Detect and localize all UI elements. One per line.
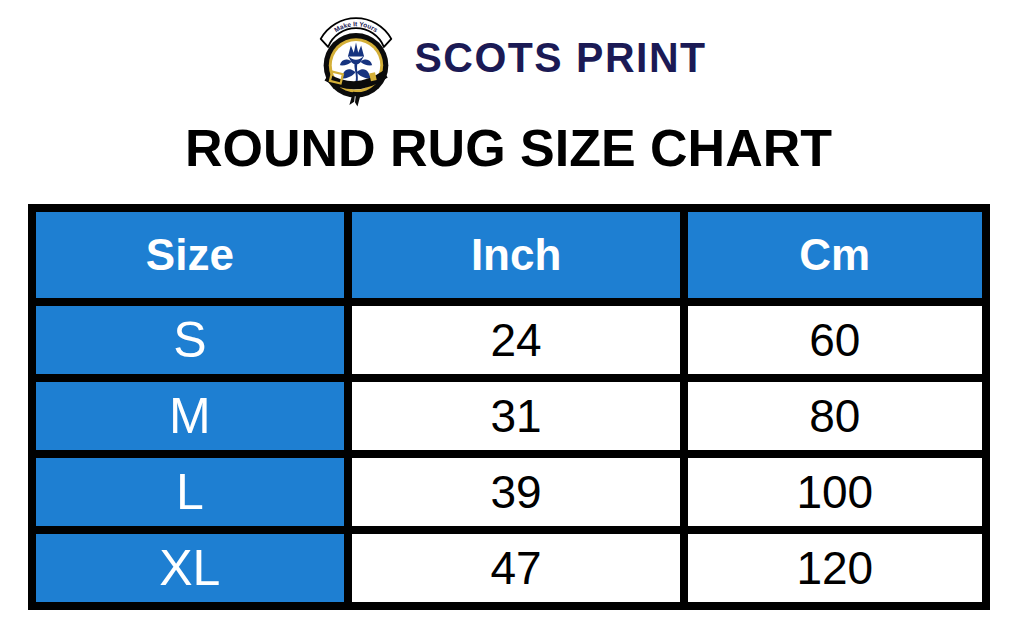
page: Make It Yours SCOTS PRINT ROUND RUG SIZE… (0, 0, 1017, 640)
size-label-xl: XL (32, 530, 349, 606)
inch-value-s: 24 (348, 302, 684, 378)
inch-value-l: 39 (348, 454, 684, 530)
clan-crest-logo-icon: Make It Yours (310, 8, 402, 108)
table-row-s: S 24 60 (32, 302, 986, 378)
column-header-cm: Cm (684, 208, 985, 302)
brand-header: Make It Yours SCOTS PRINT (0, 0, 1017, 108)
brand-name: SCOTS PRINT (414, 34, 706, 82)
cm-value-xl: 120 (684, 530, 985, 606)
cm-value-l: 100 (684, 454, 985, 530)
inch-value-xl: 47 (348, 530, 684, 606)
page-title: ROUND RUG SIZE CHART (0, 118, 1017, 178)
size-label-l: L (32, 454, 349, 530)
table-row-m: M 31 80 (32, 378, 986, 454)
cm-value-s: 60 (684, 302, 985, 378)
header-row: Size Inch Cm (32, 208, 986, 302)
size-chart-table: Size Inch Cm S 24 60 M 31 80 L 39 100 (28, 204, 990, 610)
size-label-m: M (32, 378, 349, 454)
size-label-s: S (32, 302, 349, 378)
table-row-xl: XL 47 120 (32, 530, 986, 606)
cm-value-m: 80 (684, 378, 985, 454)
inch-value-m: 31 (348, 378, 684, 454)
table-row-l: L 39 100 (32, 454, 986, 530)
column-header-inch: Inch (348, 208, 684, 302)
column-header-size: Size (32, 208, 349, 302)
